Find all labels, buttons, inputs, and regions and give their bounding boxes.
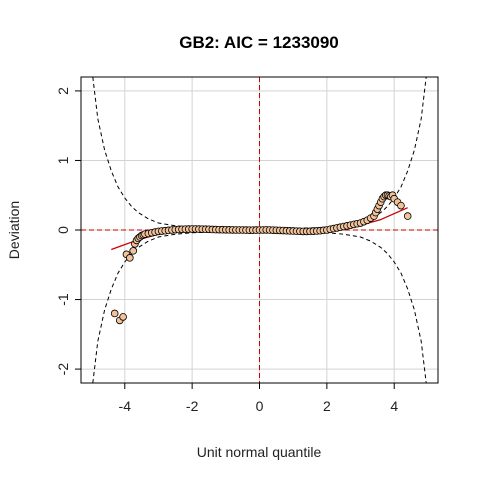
y-tick-label: -2 — [55, 363, 71, 376]
data-point — [110, 309, 119, 318]
data-point — [397, 201, 405, 210]
x-tick-label: 2 — [323, 398, 331, 414]
chart-title: GB2: AIC = 1233090 — [179, 33, 339, 52]
x-tick-label: 0 — [256, 398, 264, 414]
plot-frame — [80, 76, 439, 384]
confidence-lower-line — [92, 230, 427, 384]
data-point — [129, 247, 138, 255]
x-tick-label: -2 — [186, 398, 199, 414]
y-axis-label: Deviation — [6, 201, 22, 259]
y-tick-label: -1 — [55, 293, 71, 306]
data-point — [403, 212, 412, 220]
x-tick-label: -4 — [119, 398, 132, 414]
data-point — [119, 313, 127, 321]
x-tick-label: 4 — [390, 398, 398, 414]
y-tick-label: 1 — [55, 156, 71, 164]
data-point — [126, 254, 134, 262]
x-axis-label: Unit normal quantile — [197, 444, 322, 460]
y-tick-label: 0 — [55, 226, 71, 234]
points-layer — [110, 191, 412, 325]
y-tick-label: 2 — [55, 87, 71, 95]
axes-layer: -4 -2 0 2 4 -2 -1 0 1 2 — [55, 87, 398, 414]
